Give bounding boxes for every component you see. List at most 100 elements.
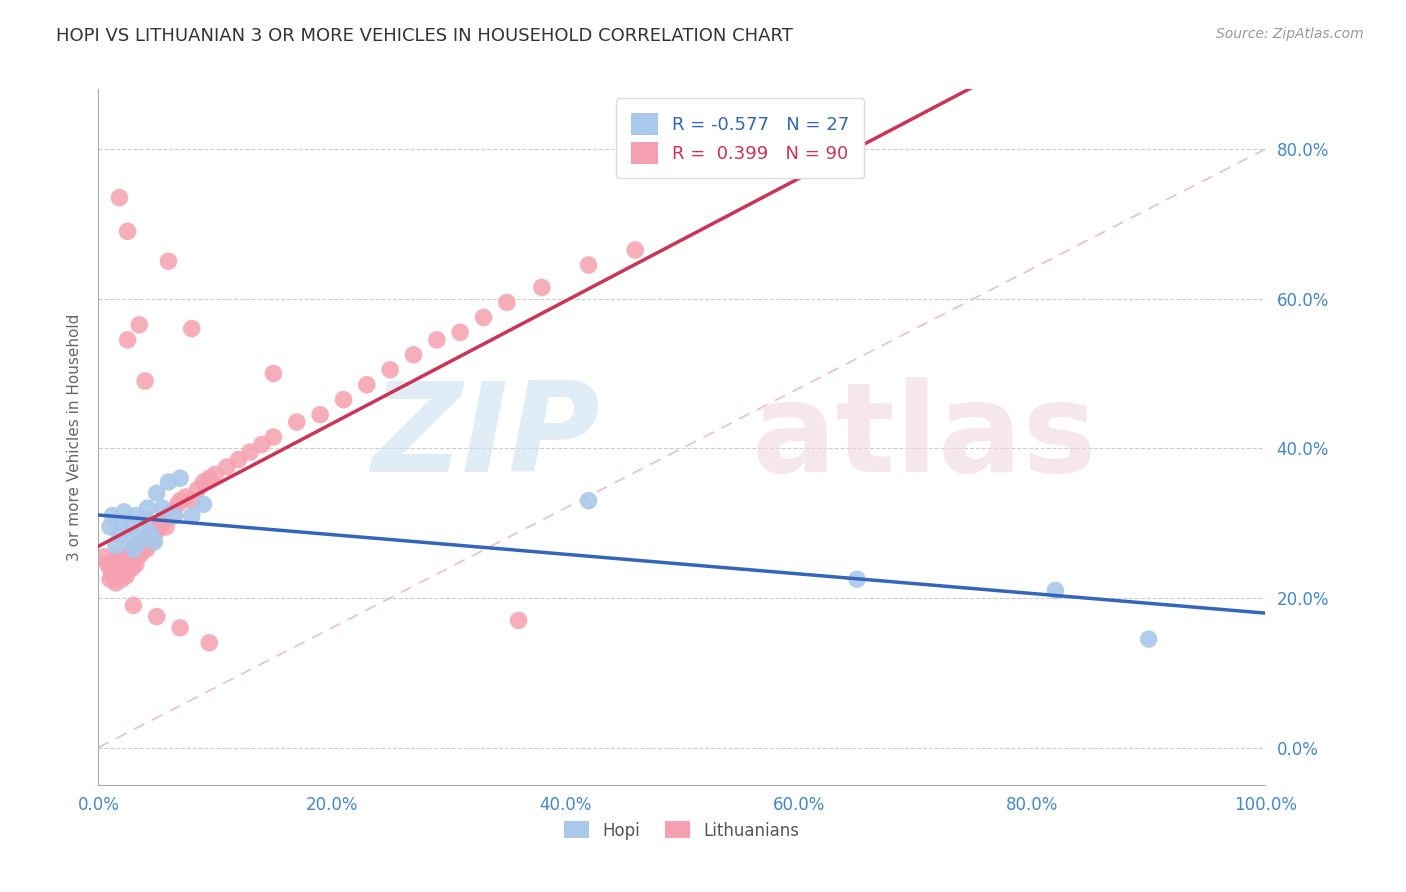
- Point: [138, 539, 160, 553]
- Point: [380, 363, 402, 377]
- Point: [285, 415, 308, 429]
- Point: [143, 527, 166, 541]
- Point: [103, 553, 125, 567]
- Point: [120, 520, 142, 534]
- Point: [578, 258, 600, 272]
- Text: Source: ZipAtlas.com: Source: ZipAtlas.com: [1216, 27, 1364, 41]
- Point: [262, 430, 284, 444]
- Point: [402, 348, 425, 362]
- Point: [215, 460, 238, 475]
- Point: [146, 609, 169, 624]
- Point: [508, 613, 530, 627]
- Point: [136, 531, 159, 545]
- Point: [148, 520, 170, 534]
- Point: [239, 445, 262, 459]
- Point: [104, 565, 127, 579]
- Point: [309, 408, 332, 422]
- Point: [472, 310, 495, 325]
- Point: [1137, 632, 1160, 646]
- Point: [180, 493, 202, 508]
- Point: [98, 572, 121, 586]
- Point: [141, 534, 163, 549]
- Point: [114, 558, 136, 572]
- Point: [530, 280, 553, 294]
- Point: [122, 542, 145, 557]
- Point: [134, 534, 156, 549]
- Point: [426, 333, 449, 347]
- Point: [134, 374, 156, 388]
- Point: [152, 516, 174, 530]
- Point: [127, 549, 149, 564]
- Point: [112, 505, 135, 519]
- Point: [128, 534, 150, 549]
- Point: [115, 568, 138, 582]
- Point: [125, 558, 148, 572]
- Point: [98, 520, 121, 534]
- Point: [157, 508, 180, 523]
- Point: [846, 572, 869, 586]
- Point: [124, 549, 146, 564]
- Point: [101, 508, 124, 523]
- Point: [157, 475, 180, 489]
- Point: [139, 527, 162, 541]
- Text: atlas: atlas: [752, 376, 1098, 498]
- Point: [228, 452, 250, 467]
- Point: [146, 486, 169, 500]
- Point: [139, 527, 162, 541]
- Legend: Hopi, Lithuanians: Hopi, Lithuanians: [558, 814, 806, 847]
- Point: [97, 558, 120, 572]
- Point: [187, 483, 209, 497]
- Point: [108, 191, 131, 205]
- Point: [122, 599, 145, 613]
- Point: [152, 501, 174, 516]
- Point: [125, 508, 148, 523]
- Point: [118, 558, 141, 572]
- Point: [111, 549, 134, 564]
- Point: [169, 621, 191, 635]
- Point: [98, 561, 121, 575]
- Point: [132, 524, 155, 538]
- Point: [122, 542, 145, 557]
- Point: [204, 467, 226, 482]
- Point: [117, 531, 139, 545]
- Point: [117, 561, 139, 575]
- Point: [449, 326, 471, 340]
- Point: [112, 565, 135, 579]
- Point: [624, 243, 647, 257]
- Y-axis label: 3 or more Vehicles in Household: 3 or more Vehicles in Household: [66, 313, 82, 561]
- Point: [107, 558, 129, 572]
- Point: [111, 572, 134, 586]
- Point: [157, 254, 180, 268]
- Point: [332, 392, 354, 407]
- Point: [155, 520, 177, 534]
- Point: [111, 516, 134, 530]
- Point: [117, 224, 139, 238]
- Point: [132, 542, 155, 557]
- Point: [111, 561, 134, 575]
- Point: [108, 527, 131, 541]
- Point: [120, 546, 142, 560]
- Point: [117, 333, 139, 347]
- Point: [180, 508, 202, 523]
- Point: [198, 636, 221, 650]
- Point: [163, 508, 186, 523]
- Point: [132, 539, 155, 553]
- Point: [104, 553, 127, 567]
- Point: [159, 505, 181, 519]
- Point: [129, 534, 152, 549]
- Point: [1045, 583, 1067, 598]
- Point: [146, 524, 169, 538]
- Point: [578, 493, 600, 508]
- Point: [180, 321, 202, 335]
- Point: [356, 377, 378, 392]
- Text: HOPI VS LITHUANIAN 3 OR MORE VEHICLES IN HOUSEHOLD CORRELATION CHART: HOPI VS LITHUANIAN 3 OR MORE VEHICLES IN…: [56, 27, 793, 45]
- Point: [142, 524, 165, 538]
- Point: [262, 367, 284, 381]
- Point: [166, 497, 188, 511]
- Point: [250, 437, 273, 451]
- Point: [104, 576, 127, 591]
- Point: [110, 553, 132, 567]
- Point: [193, 475, 215, 489]
- Point: [118, 549, 141, 564]
- Point: [101, 568, 124, 582]
